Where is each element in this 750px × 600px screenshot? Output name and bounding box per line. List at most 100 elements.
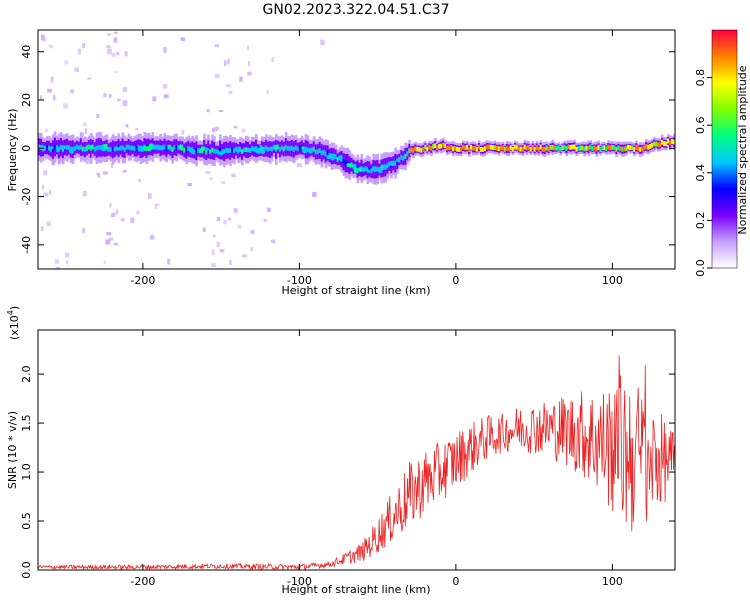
- ridge-core-cell: [458, 147, 461, 152]
- ridge-core-cell: [83, 147, 87, 152]
- ridge-core-cell: [272, 144, 276, 150]
- ridge-core-cell: [195, 148, 198, 154]
- noise-cell: [248, 61, 251, 67]
- ridge-core-cell: [525, 145, 529, 151]
- ridge-spot: [151, 145, 156, 150]
- ridge-core-cell: [541, 147, 545, 152]
- noise-cell: [245, 42, 250, 45]
- noise-cell: [111, 212, 116, 217]
- ridge-core-cell: [418, 147, 421, 152]
- noise-cell: [78, 48, 82, 55]
- ridge-core-cell: [434, 143, 437, 149]
- noise-cell: [214, 44, 219, 48]
- ridge-core-cell: [499, 145, 503, 151]
- noise-cell: [125, 124, 129, 128]
- ridge-spot: [384, 164, 389, 169]
- noise-cell: [47, 88, 52, 93]
- ridge-core-cell: [247, 147, 250, 153]
- ridge-core-cell: [239, 147, 242, 152]
- noise-cell: [219, 249, 225, 253]
- ridge-core-cell: [667, 138, 670, 144]
- ridge-core-cell: [597, 145, 600, 150]
- ridge-core-cell: [619, 146, 622, 151]
- ridge-core-cell: [284, 144, 288, 150]
- ridge-core-cell: [663, 141, 666, 146]
- ridge-core-cell: [217, 149, 220, 155]
- noise-cell: [40, 226, 44, 232]
- ridge-core-cell: [426, 146, 429, 152]
- noise-cell: [122, 100, 128, 106]
- noise-cell: [85, 128, 88, 135]
- noise-cell: [107, 33, 111, 36]
- ridge-core-cell: [627, 144, 630, 150]
- colorbar-tick-label: 0.2: [694, 212, 707, 230]
- noise-cell: [218, 39, 222, 44]
- ridge-core-cell: [468, 147, 471, 153]
- ridge-core-cell: [344, 160, 348, 166]
- ridge-core-cell: [470, 144, 473, 150]
- ridge-spot: [366, 169, 371, 173]
- noise-cell: [219, 110, 224, 113]
- snr-y-ticks: 0.0 0.5 1.0 1.5 2.0: [20, 365, 675, 579]
- ridge-core-cell: [123, 147, 127, 152]
- ridge-core-cell: [561, 145, 565, 150]
- noise-cell: [241, 128, 246, 133]
- snr-y-tick-label: 2.0: [20, 365, 33, 383]
- ridge-core-cell: [342, 159, 346, 165]
- ridge-core-cell: [183, 147, 186, 153]
- ridge-core-cell: [422, 147, 425, 152]
- ridge-spot: [167, 144, 172, 149]
- ridge-core-cell: [51, 147, 55, 152]
- ridge-core-cell: [298, 145, 302, 151]
- noise-cell: [42, 37, 47, 42]
- ridge-core-cell: [213, 148, 216, 154]
- ridge-core-cell: [280, 145, 284, 151]
- ridge-core-cell: [205, 149, 208, 155]
- ridge-core-cell: [81, 146, 85, 152]
- noise-cell: [214, 127, 218, 132]
- ridge-core-cell: [503, 147, 507, 152]
- ridge-core-cell: [547, 146, 551, 152]
- ridge-core-cell: [509, 145, 513, 150]
- ridge-core-cell: [495, 145, 499, 151]
- ridge-core-cell: [237, 148, 240, 154]
- ridge-core-cell: [223, 149, 226, 154]
- ridge-core-cell: [318, 148, 322, 153]
- ridge-core-cell: [376, 166, 379, 172]
- ridge-spot: [117, 146, 122, 151]
- ridge-core-cell: [400, 154, 403, 160]
- ridge-core-cell: [603, 145, 606, 151]
- snr-y-tick-label: 0.0: [20, 561, 33, 579]
- noise-cell: [312, 191, 317, 198]
- ridge-core-cell: [442, 142, 445, 148]
- ridge-core-cell: [177, 144, 180, 150]
- noise-cell: [163, 47, 167, 53]
- colorbar-ticks: 0.0 0.2 0.4 0.6 0.8: [694, 69, 712, 277]
- ridge-core-cell: [549, 145, 553, 150]
- noise-cell: [113, 242, 118, 246]
- snr-panel: -200 -100 0 100 0.0 0.5 1.0 1.5 2.0 Height of s…: [6, 306, 676, 596]
- ridge-core-cell: [613, 145, 616, 150]
- ridge-core-cell: [336, 157, 340, 162]
- ridge-core-cell: [312, 146, 316, 152]
- ridge-core-cell: [531, 145, 535, 150]
- ridge-core-cell: [631, 145, 634, 151]
- noise-cell: [100, 38, 103, 43]
- noise-cell: [91, 252, 96, 259]
- noise-cell: [206, 109, 210, 113]
- ridge-core-cell: [65, 144, 69, 150]
- ridge-core-cell: [49, 147, 53, 153]
- ridge-core-cell: [113, 146, 117, 152]
- ridge-core-cell: [517, 146, 521, 152]
- ridge-core-cell: [589, 144, 592, 150]
- ridge-core-cell: [402, 155, 405, 161]
- ridge-core-cell: [641, 146, 644, 152]
- ridge-core-cell: [595, 146, 598, 152]
- ridge-core-cell: [460, 147, 463, 152]
- noise-cell: [204, 225, 208, 231]
- ridge-spot: [157, 145, 162, 151]
- ridge-core-cell: [215, 149, 218, 154]
- noise-cell: [221, 181, 226, 184]
- ridge-core-cell: [535, 145, 539, 151]
- ridge-core-cell: [79, 144, 83, 150]
